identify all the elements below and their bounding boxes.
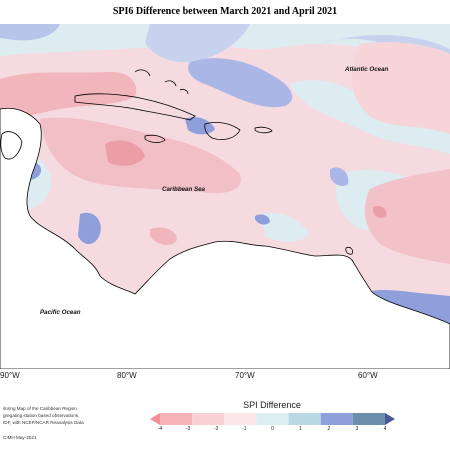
anomaly-pink (373, 206, 387, 218)
pacific-label: Pacific Ocean (40, 309, 81, 316)
anomaly-medium-blue (0, 24, 60, 41)
lon-tick-90w: 90°W (0, 371, 20, 380)
legend-color-cell (288, 413, 321, 425)
anomaly-pink (0, 71, 137, 124)
anomaly-medium-blue (188, 58, 293, 108)
legend-tick-label: 4 (383, 426, 387, 432)
legend-title: SPI Difference (243, 400, 301, 410)
credit-line: IDF, with NCEP/NCAR Reanalysis Data (3, 420, 84, 425)
atlantic-label: Atlantic Ocean (344, 66, 389, 73)
legend-colorbar (150, 413, 395, 425)
spi-difference-map: Atlantic Ocean Caribbean Sea Pacific Oce… (0, 24, 450, 369)
anomaly-pink (105, 140, 145, 166)
legend-color-cell (352, 413, 385, 425)
legend-color-cell (160, 413, 193, 425)
anomaly-medium-blue (145, 24, 250, 63)
land-central-america (0, 107, 450, 369)
legend-color-cell (224, 413, 257, 425)
anomaly-pink (364, 169, 450, 264)
legend-color-cell (192, 413, 225, 425)
land-bahamas (134, 69, 189, 95)
anomaly-medium-blue (255, 214, 270, 225)
map-title: SPI6 Difference between March 2021 and A… (112, 6, 338, 17)
credit-line: CIMH May-2021 (3, 435, 37, 440)
lon-tick-60w: 60°W (358, 371, 378, 380)
anomaly-pink (150, 227, 177, 245)
land-puerto-rico (254, 126, 273, 134)
land-trinidad (345, 246, 353, 255)
legend-tick-label: 1 (299, 426, 303, 432)
legend-arrow-right (385, 413, 395, 425)
legend-tick-label: -2 (214, 426, 219, 432)
legend-arrow-left (150, 413, 160, 425)
legend-tick-label: -1 (242, 426, 247, 432)
legend-tick-label: 2 (327, 426, 331, 432)
credit-line: gregating station based observations, (3, 413, 80, 418)
legend-tick-label: 3 (355, 426, 359, 432)
land-hispaniola (204, 122, 241, 140)
land-yucatan (0, 131, 23, 160)
coastlines (0, 69, 450, 369)
credit-line: itoring Map of the Caribbean Region. (3, 406, 79, 411)
land-cuba (74, 93, 196, 121)
legend-color-cell (320, 413, 353, 425)
anomaly-medium-blue (330, 167, 349, 187)
anomaly-pink (351, 42, 450, 134)
anomaly-light-blue (290, 80, 450, 154)
lon-tick-70w: 70°W (235, 371, 255, 380)
lon-tick-80w: 80°W (117, 371, 137, 380)
land-jamaica (144, 134, 166, 143)
caribbean-label: Caribbean Sea (162, 186, 206, 193)
anomaly-light-blue (260, 212, 310, 242)
anomaly-medium-blue (185, 117, 215, 135)
anomaly-medium-blue (78, 212, 101, 245)
map-annotations: Atlantic Ocean Caribbean Sea Pacific Oce… (40, 66, 389, 316)
legend-tick-label: -4 (157, 426, 163, 432)
legend-tick-label: -3 (185, 426, 191, 432)
legend-tick-label: 0 (271, 426, 274, 432)
legend-color-cell (256, 413, 289, 425)
